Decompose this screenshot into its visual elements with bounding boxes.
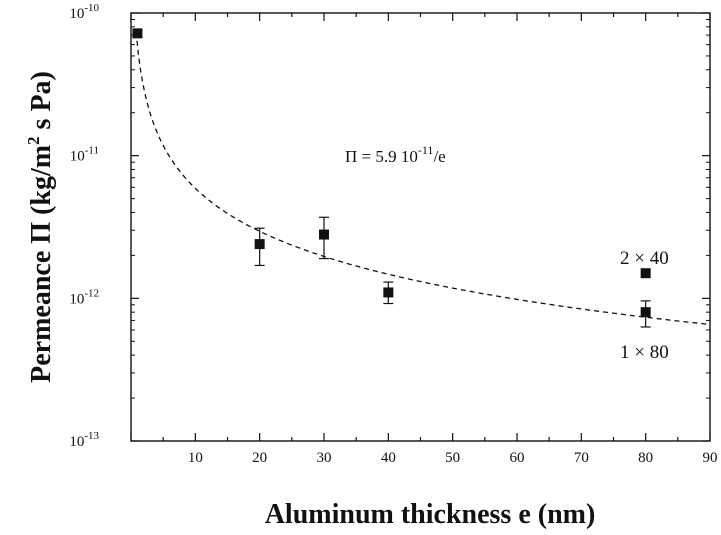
y-tick-base: 10 (69, 6, 84, 22)
y-tick-label: 10-13 (69, 430, 99, 450)
data-point-square (254, 239, 265, 250)
y-tick-base: 10 (69, 291, 84, 307)
fit-equation-exponent: -11 (418, 143, 434, 157)
annotation-2x40: 2 × 40 (620, 248, 669, 269)
x-tick-label: 90 (703, 450, 718, 466)
y-axis-title-tail: s Pa) (26, 71, 57, 136)
fit-equation-rhs: /e (433, 147, 445, 166)
y-axis-title: Permeance Π (kg/m2 s Pa) (24, 71, 57, 383)
x-tick-label: 20 (252, 450, 267, 466)
annotation-1x80: 1 × 80 (620, 342, 669, 363)
fit-equation-lhs: Π = 5.9 10 (345, 147, 418, 166)
plot-frame (130, 12, 711, 442)
y-tick-exponent: -11 (85, 145, 99, 157)
y-axis-title-main: Permeance Π (kg/m (26, 145, 57, 383)
y-tick-base: 10 (70, 149, 85, 165)
x-tick-label: 60 (510, 450, 525, 466)
y-tick-exponent: -13 (84, 430, 99, 442)
x-tick-label: 30 (317, 450, 332, 466)
x-axis-ticks: 10 20 30 40 50 60 70 80 90 (130, 13, 718, 466)
data-points (132, 28, 651, 328)
y-tick-label: 10-11 (70, 145, 99, 165)
fit-curve-dashed (135, 31, 711, 326)
data-point-square (319, 229, 329, 240)
x-tick-label: 80 (638, 450, 653, 466)
y-tick-label: 10-10 (69, 2, 99, 22)
x-tick-label: 70 (574, 450, 589, 466)
y-axis-title-sup: 2 (24, 136, 43, 145)
y-tick-label: 10-12 (69, 287, 99, 307)
x-tick-label: 40 (381, 450, 396, 466)
fit-equation: Π = 5.9 10-11/e (345, 143, 446, 166)
x-axis-title: Aluminum thickness e (nm) (265, 499, 596, 530)
data-point-square (640, 268, 651, 279)
y-tick-base: 10 (69, 434, 84, 450)
data-point-square (383, 287, 394, 298)
y-tick-exponent: -10 (84, 2, 99, 14)
x-tick-label: 10 (188, 450, 203, 466)
y-tick-exponent: -12 (84, 287, 99, 299)
data-point-square (132, 28, 143, 39)
data-point-square (640, 307, 651, 318)
x-tick-label: 50 (445, 450, 460, 466)
